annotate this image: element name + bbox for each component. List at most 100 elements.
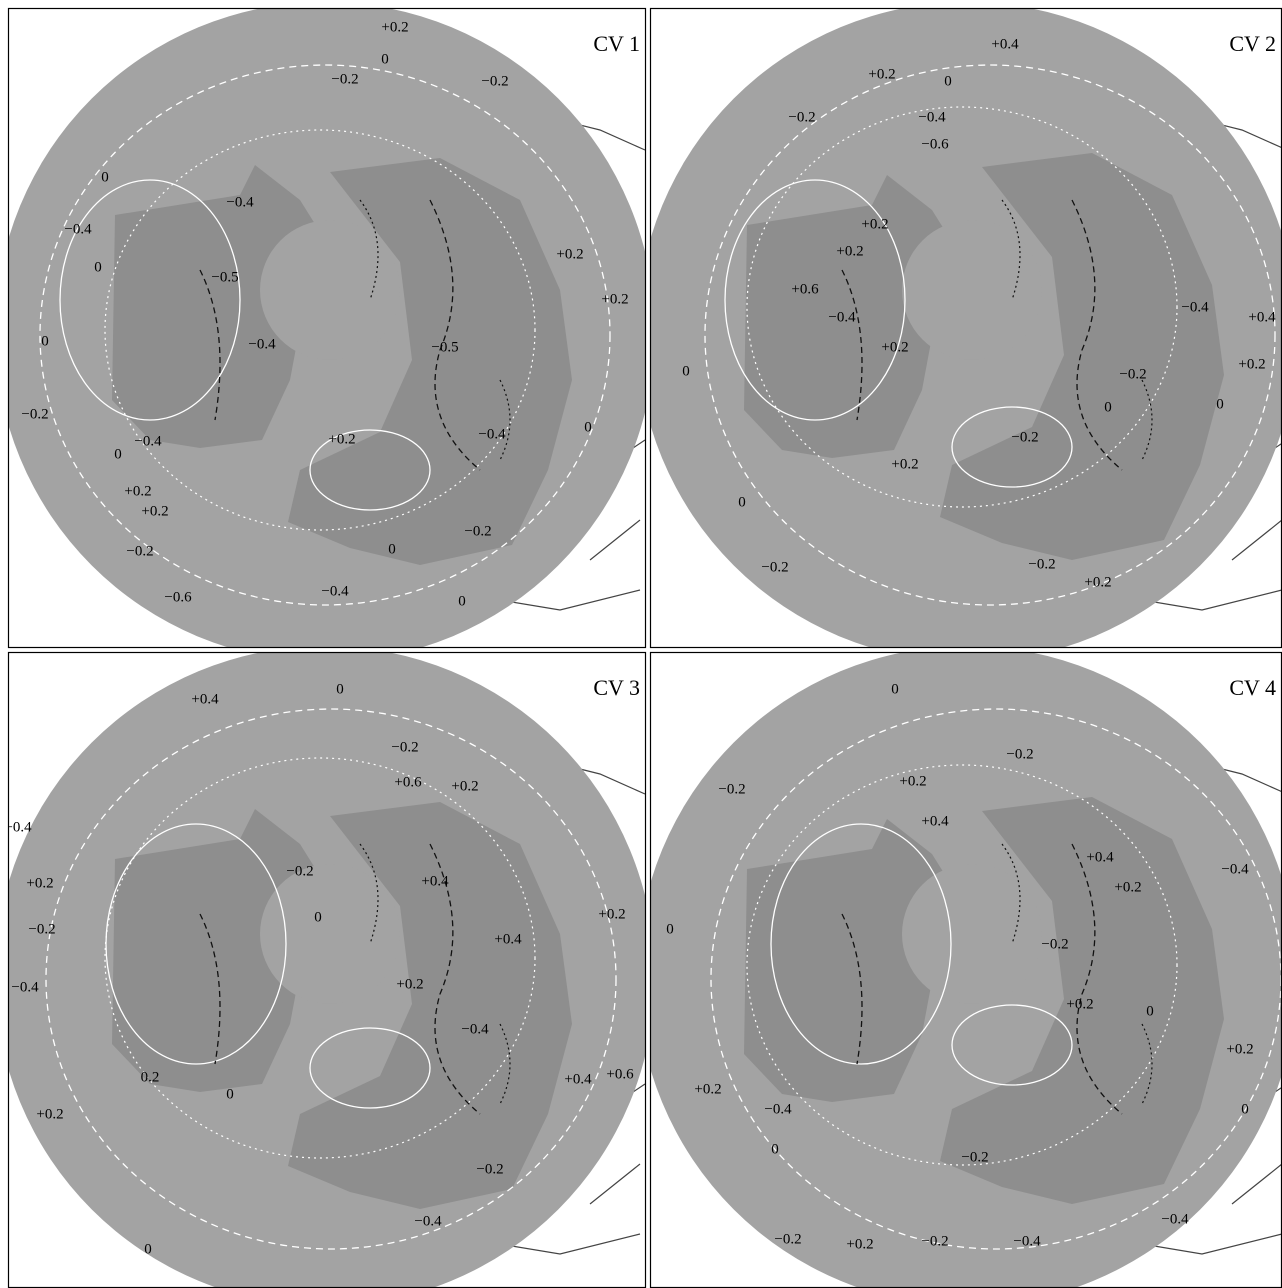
contour-label: −0.4 [134,433,162,449]
map-panel: 0 −0.2 −0.2 +0.2 +0.4 +0.4 +0.2 −0.4 0 −0.2 +0.2 −0… [650,652,1282,1288]
contour-label: 0 [891,681,899,697]
contour [704,64,1276,606]
contour-label: 0 [666,921,674,937]
contour-label: 0 [944,73,952,89]
contour-label: −0.4 [1221,861,1249,877]
contour-label: +0.2 [1226,1041,1253,1057]
contour-label: −0.4 [828,309,856,325]
panel-title: CV 1 [593,31,640,56]
contour-label: +0.2 [124,483,151,499]
contour [951,1004,1073,1086]
contour-label: 0 [458,593,466,609]
contour-label: −0.6 [921,136,949,152]
contour [104,757,536,1159]
contour-label: −0.2 [718,781,745,797]
contour-label: −0.5 [211,269,238,285]
contour-label: +0.2 [26,875,53,891]
contour-label: 0.2 [141,1069,160,1085]
contour-label: +0.2 [598,906,625,922]
contour-label: −0.4 [1013,1233,1041,1249]
contour-label: +0.4 [1248,309,1276,325]
contour-label: −0.2 [761,559,788,575]
contour-label: −0.2 [464,523,491,539]
contour-label: +0.2 [601,291,628,307]
contour-label: −0.2 [961,1149,988,1165]
contour [309,1027,431,1109]
contour-label: 0 [682,363,690,379]
contour-label: +0.2 [881,339,908,355]
panel-title: CV 3 [593,675,640,700]
contour [39,64,611,606]
contour-label: −0.5 [431,339,458,355]
contour-label: +0.2 [899,773,926,789]
ice-cap [260,864,400,1004]
contour-label: +0.2 [1084,574,1111,590]
contour [359,843,511,1105]
contour-label: −0.2 [774,1231,801,1247]
contour [45,708,617,1250]
land [940,153,1224,560]
contour-label: −0.2 [1011,429,1038,445]
coastline [1141,119,1282,611]
ice-cap [902,864,1042,1004]
contour-label: +0.4 [191,691,219,707]
contour [841,843,1123,1115]
contour-label: +0.2 [381,19,408,35]
contour-label: −0.2 [1006,746,1033,762]
contour-label: −0.2 [788,109,815,125]
map-panel: +0.4 0 −0.2 +0.6 +0.2 +0.4 +0.4 0 −0.2 +0.2 −0.2 −0… [8,652,646,1288]
contour-label: +0.2 [1066,996,1093,1012]
panel-border [7,7,647,649]
contour-label: 0 [94,259,102,275]
contour [841,199,1123,471]
contour-label: −0.4 [248,336,276,352]
contour-label: −0.4 [1181,299,1209,315]
contour-label: +0.4 [921,813,949,829]
contour-label: −0.4 [64,221,92,237]
contour-label: +0.4 [494,931,522,947]
contour [59,179,241,421]
contour-label: 0 [1104,399,1112,415]
contour-label: −0.2 [286,863,313,879]
contour-label: +0.2 [836,243,863,259]
contour-label: +0.4 [1086,849,1114,865]
contour-label: −0.2 [331,71,358,87]
contour [199,843,481,1115]
map-panel: +0.2 0 −0.2 −0.2 0 −0.4 −0.4 0 −0.5 0 −0.4 −0.5 +0.2… [8,8,646,648]
contour-label: +0.2 [846,1236,873,1252]
contour-label: +0.4 [421,873,449,889]
contour-label: 0 [226,1086,234,1102]
contour-label: +0.6 [791,281,819,297]
contour-label: −0.2 [1041,936,1068,952]
contour [770,823,952,1065]
contour-label: +0.4 [991,36,1019,52]
contour-label: −0.6 [164,589,192,605]
map-body [650,652,1282,1288]
contour [105,823,287,1065]
contour-label: −0.4 [918,109,946,125]
land [744,819,957,1102]
contour-label: −0.2 [476,1161,503,1177]
contour-label: +0.2 [451,778,478,794]
map-panel: +0.4 +0.2 0 −0.2 −0.4 −0.6 +0.2 +0.2 +0.6 −0.4 +0.… [650,8,1282,648]
contour [1001,843,1153,1105]
contour-label: 0 [381,51,389,67]
contour-label: −0.4 [461,1021,489,1037]
contour-label: 0 [584,419,592,435]
contour-label: −0.2 [1119,366,1146,382]
contour-label: −0.2 [126,543,153,559]
contour-label: +0.2 [556,246,583,262]
map-body [8,8,646,648]
contour-label: +0.2 [891,456,918,472]
contour-label: −0.4 [321,583,349,599]
contour [746,764,1178,1166]
contour-label: +0.2 [694,1081,721,1097]
contour-label: −0.2 [921,1233,948,1249]
map-body [8,652,646,1288]
contour-label: 0 [144,1241,152,1257]
land [940,797,1224,1204]
contour [199,199,481,471]
contour-label: 0 [771,1141,779,1157]
contour-label: 0 [738,494,746,510]
